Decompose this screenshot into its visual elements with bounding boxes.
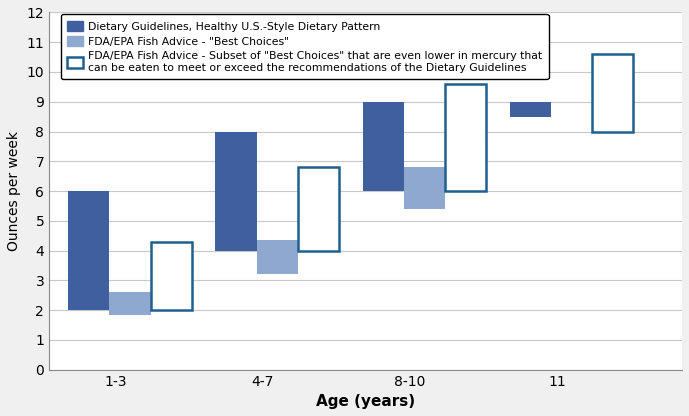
Bar (151, 242, 192, 310)
Bar (510, 102, 551, 116)
Bar (257, 240, 298, 275)
Bar (445, 84, 486, 191)
Bar (593, 54, 633, 131)
Bar (404, 167, 445, 209)
Bar (68, 191, 110, 310)
Bar (110, 292, 151, 314)
Legend: Dietary Guidelines, Healthy U.S.-Style Dietary Pattern, FDA/EPA Fish Advice - "B: Dietary Guidelines, Healthy U.S.-Style D… (61, 14, 548, 79)
Bar (362, 102, 404, 191)
Y-axis label: Ounces per week: Ounces per week (7, 131, 21, 251)
X-axis label: Age (years): Age (years) (316, 394, 415, 409)
Bar (216, 131, 257, 250)
Bar (298, 167, 339, 250)
